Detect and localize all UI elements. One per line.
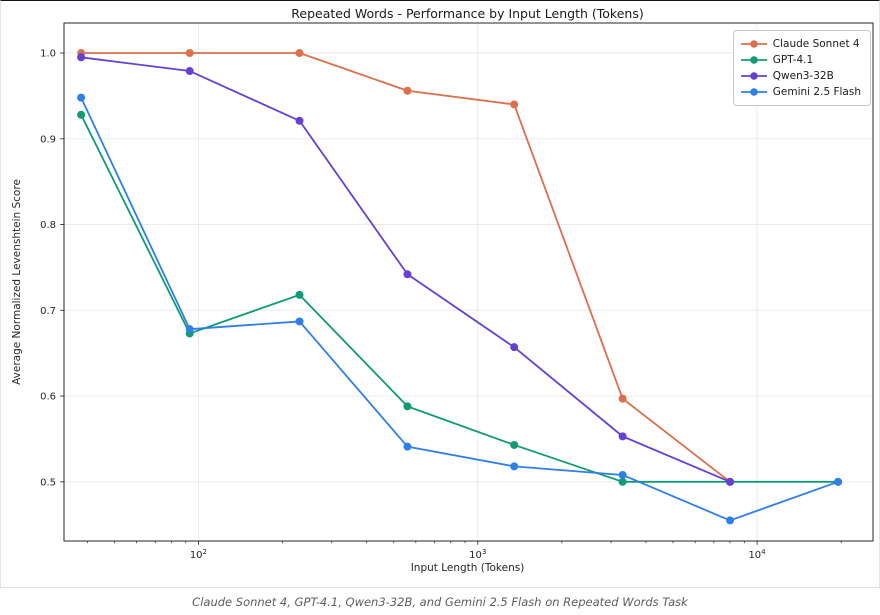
data-point-gemini-2-5-flash — [185, 325, 194, 334]
legend-line-marker-icon — [740, 72, 767, 80]
data-point-qwen3-32b — [295, 116, 304, 125]
data-point-gemini-2-5-flash — [618, 470, 627, 479]
data-point-qwen3-32b — [185, 67, 194, 76]
legend-item-claude-sonnet-4: Claude Sonnet 4 — [740, 36, 861, 52]
data-point-gemini-2-5-flash — [77, 93, 86, 102]
data-point-gpt-4-1 — [510, 440, 519, 449]
x-tick-label: 104 — [748, 547, 766, 561]
legend-label: Claude Sonnet 4 — [772, 38, 860, 50]
x-axis-label: Input Length (Tokens) — [410, 562, 525, 574]
x-tick-label: 102 — [190, 547, 207, 561]
legend-line-marker-icon — [740, 88, 767, 96]
legend: Claude Sonnet 4 GPT-4.1 Qwen3-32B Gemini 2.… — [732, 30, 871, 106]
legend-item-qwen3-32b: Qwen3-32B — [740, 68, 861, 84]
data-point-qwen3-32b — [726, 477, 735, 486]
data-point-gpt-4-1 — [403, 402, 412, 411]
data-point-gpt-4-1 — [618, 477, 627, 486]
plot-area: 102 103 104 0.5 0.6 0.7 0.8 0.9 1.0 — [40, 22, 874, 561]
y-tick-label: 1.0 — [40, 49, 56, 60]
legend-label: Gemini 2.5 Flash — [772, 86, 861, 98]
data-point-gemini-2-5-flash — [510, 462, 519, 471]
figure-caption: Claude Sonnet 4, GPT-4.1, Qwen3-32B, and… — [192, 595, 688, 609]
data-point-gpt-4-1 — [295, 290, 304, 299]
series-line-gemini-2-5-flash — [80, 96, 840, 522]
data-point-gpt-4-1 — [77, 110, 86, 119]
legend-label: GPT-4.1 — [772, 54, 814, 66]
data-point-claude-sonnet-4 — [618, 394, 627, 403]
data-point-qwen3-32b — [510, 343, 519, 352]
y-tick-label: 0.9 — [40, 134, 56, 145]
data-point-gemini-2-5-flash — [295, 317, 304, 326]
legend-line-marker-icon — [740, 56, 767, 64]
data-point-qwen3-32b — [618, 432, 627, 441]
data-point-gemini-2-5-flash — [726, 516, 735, 525]
y-tick-label: 0.5 — [40, 477, 56, 488]
data-point-claude-sonnet-4 — [403, 86, 412, 95]
data-point-gemini-2-5-flash — [834, 477, 843, 486]
axes-spines — [63, 22, 874, 542]
data-point-qwen3-32b — [77, 53, 86, 62]
data-point-claude-sonnet-4 — [510, 100, 519, 109]
data-point-qwen3-32b — [403, 270, 412, 279]
data-point-claude-sonnet-4 — [295, 49, 304, 58]
legend-item-gemini-2-5-flash: Gemini 2.5 Flash — [740, 84, 861, 100]
data-point-claude-sonnet-4 — [185, 49, 194, 58]
legend-line-marker-icon — [740, 40, 767, 48]
y-axis-label: Average Normalized Levenshtein Score — [11, 179, 23, 385]
y-tick-label: 0.6 — [40, 392, 56, 403]
y-tick-label: 0.8 — [40, 220, 56, 231]
x-tick-label: 103 — [469, 547, 486, 561]
figure: 102 103 104 0.5 0.6 0.7 0.8 0.9 1.0 Repeated Wor… — [0, 0, 880, 588]
legend-label: Qwen3-32B — [772, 70, 834, 82]
y-tick-label: 0.7 — [40, 306, 56, 317]
chart-title: Repeated Words - Performance by Input Le… — [291, 6, 644, 21]
legend-item-gpt-4-1: GPT-4.1 — [740, 52, 861, 68]
data-point-gemini-2-5-flash — [403, 442, 412, 451]
